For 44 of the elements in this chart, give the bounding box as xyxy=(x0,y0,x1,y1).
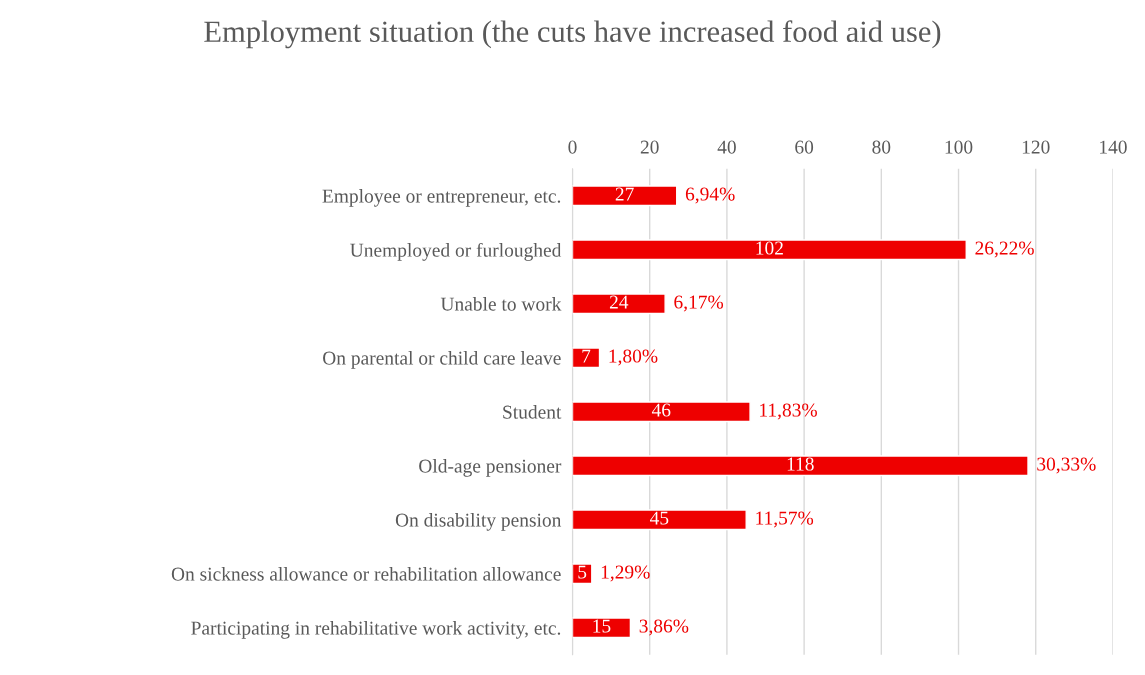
annotation: 6,94% xyxy=(685,187,735,204)
x-tick-label: 140 xyxy=(1100,140,1127,154)
y-tick-label: On parental or child care leave xyxy=(323,351,561,369)
data-label: 102 xyxy=(756,241,783,255)
y-tick-label: On disability pension xyxy=(395,513,562,531)
x-tick-label: 40 xyxy=(717,140,736,154)
x-tick-label: 100 xyxy=(945,140,973,154)
annotation: 26,22% xyxy=(975,241,1034,258)
bar xyxy=(572,239,967,261)
chart-title: Employment situation (the cuts have increased food aid use) xyxy=(204,20,941,49)
y-tick-label: Employee or entrepreneur, etc. xyxy=(322,189,561,207)
annotation: 6,17% xyxy=(674,295,724,312)
bar xyxy=(572,509,747,531)
x-tick-label: 0 xyxy=(568,140,577,154)
bar xyxy=(572,293,666,315)
x-tick-label: 60 xyxy=(795,140,814,154)
annotation: 30,33% xyxy=(1037,457,1096,474)
annotation: 11,57% xyxy=(756,511,814,528)
annotation: 3,86% xyxy=(639,619,689,636)
data-label: 24 xyxy=(609,295,629,309)
annotation: 1,29% xyxy=(601,565,650,582)
x-tick-label: 20 xyxy=(640,140,659,154)
bar xyxy=(572,347,601,369)
y-tick-label: On sickness allowance or rehabilitation allowance xyxy=(171,567,561,581)
data-label: 5 xyxy=(578,565,587,579)
y-tick-label: Old-age pensioner xyxy=(419,459,562,477)
data-label: 7 xyxy=(582,349,591,363)
y-tick-label: Participating in rehabilitative work activity, etc. xyxy=(191,621,561,639)
data-label: 118 xyxy=(787,457,814,471)
bar xyxy=(572,185,678,207)
x-tick-label: 80 xyxy=(872,140,891,154)
annotation: 11,83% xyxy=(760,403,817,420)
x-tick-label: 120 xyxy=(1022,140,1050,154)
data-label: 27 xyxy=(615,187,634,201)
data-label: 15 xyxy=(593,619,611,633)
y-tick-label: Unemployed or furloughed xyxy=(350,242,562,261)
data-label: 45 xyxy=(650,511,669,525)
annotation: 1,80% xyxy=(609,349,658,366)
y-tick-label: Student xyxy=(503,405,562,419)
bar xyxy=(572,401,751,423)
data-label: 46 xyxy=(651,403,671,417)
y-tick-label: Unable to work xyxy=(440,297,562,311)
bar xyxy=(572,617,632,639)
bar xyxy=(572,455,1029,477)
